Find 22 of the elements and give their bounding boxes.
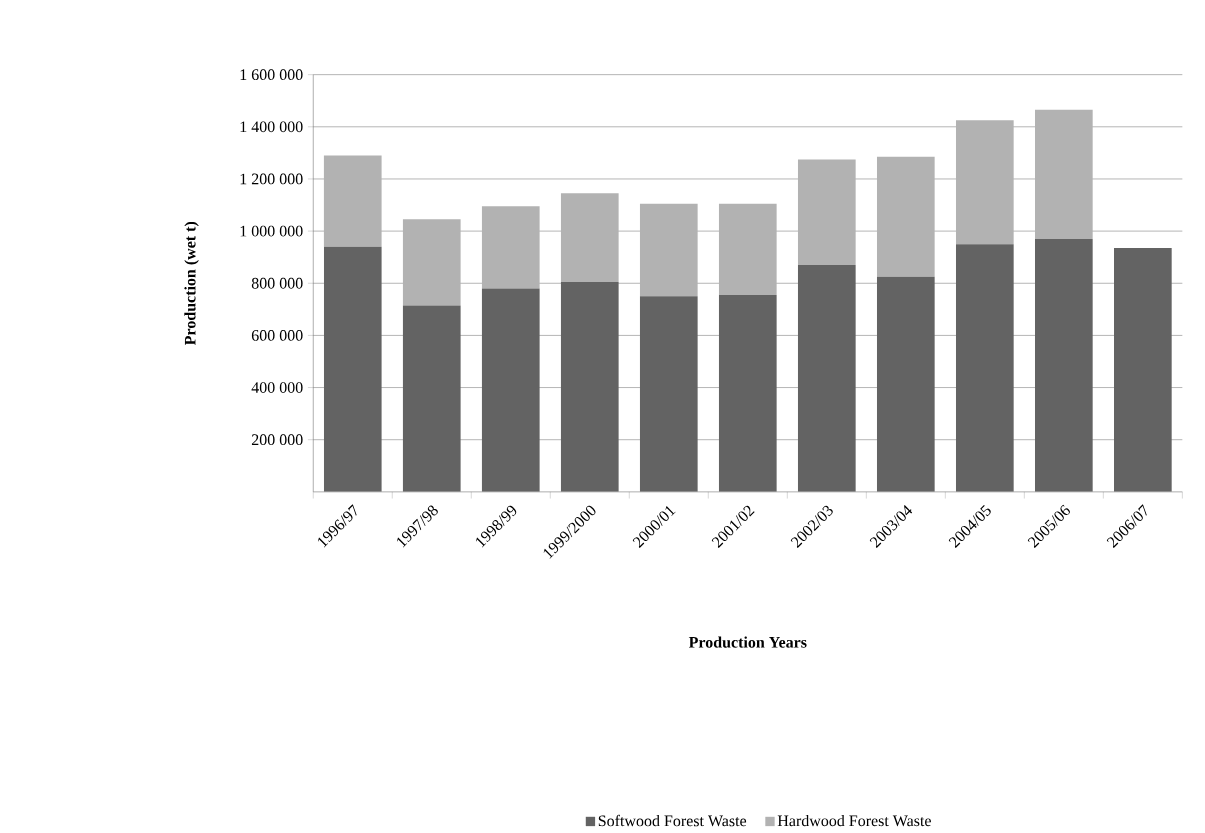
y-tick-label: 800 000: [251, 277, 303, 289]
y-tick-label: 1 200 000: [240, 173, 303, 185]
y-tick-label: 1 600 000: [240, 69, 303, 80]
legend-label: Hardwood Forest Waste: [777, 814, 931, 827]
y-tick-label: 200 000: [251, 434, 303, 445]
bar: [797, 159, 856, 265]
y-tick-label: 600 000: [251, 329, 303, 341]
bar: [481, 206, 540, 289]
y-tick-label: 400 000: [251, 381, 303, 393]
legend-label: Softwood Forest Waste: [598, 814, 747, 827]
bar: [1035, 109, 1093, 239]
bar: [718, 203, 777, 295]
bar: [323, 155, 382, 247]
y-axis-title: Production (wet t): [184, 221, 199, 345]
y-tick-label: 1 400 000: [240, 121, 303, 132]
bar: [639, 203, 698, 297]
bar: [876, 156, 935, 277]
x-axis-title: Production Years: [688, 636, 807, 648]
bar: [560, 193, 619, 282]
y-tick-label: 1 000 000: [240, 225, 303, 237]
bar: [955, 120, 1014, 244]
bar: [402, 219, 461, 306]
